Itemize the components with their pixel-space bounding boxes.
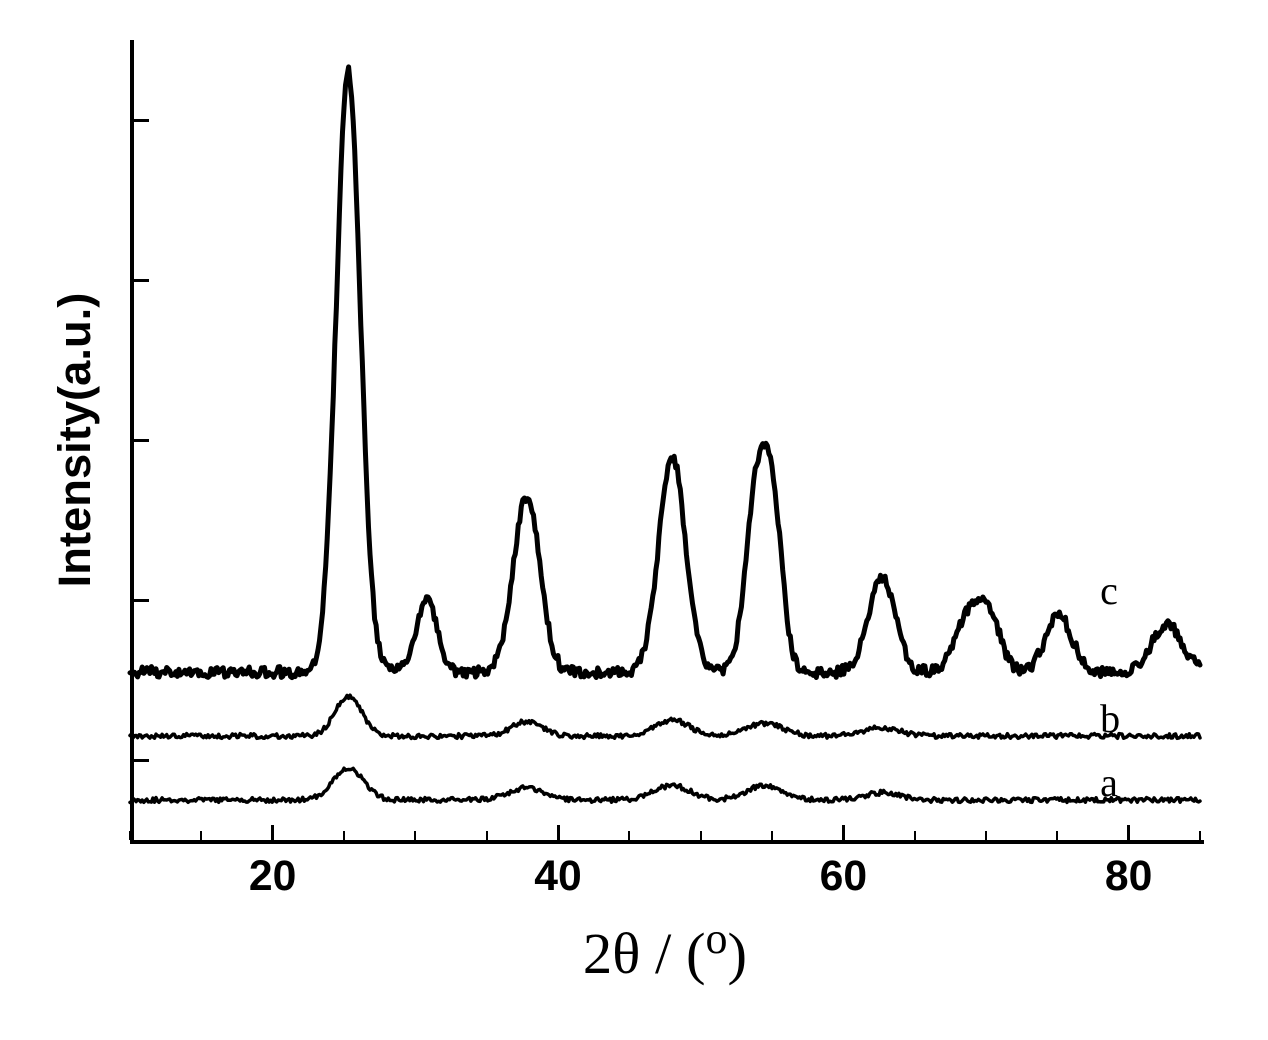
series-label-c: c: [1100, 567, 1118, 614]
xrd-chart: Intensity(a.u.) 2θ / (o) 20406080abc: [0, 0, 1268, 1040]
series-c: [0, 0, 1268, 1040]
